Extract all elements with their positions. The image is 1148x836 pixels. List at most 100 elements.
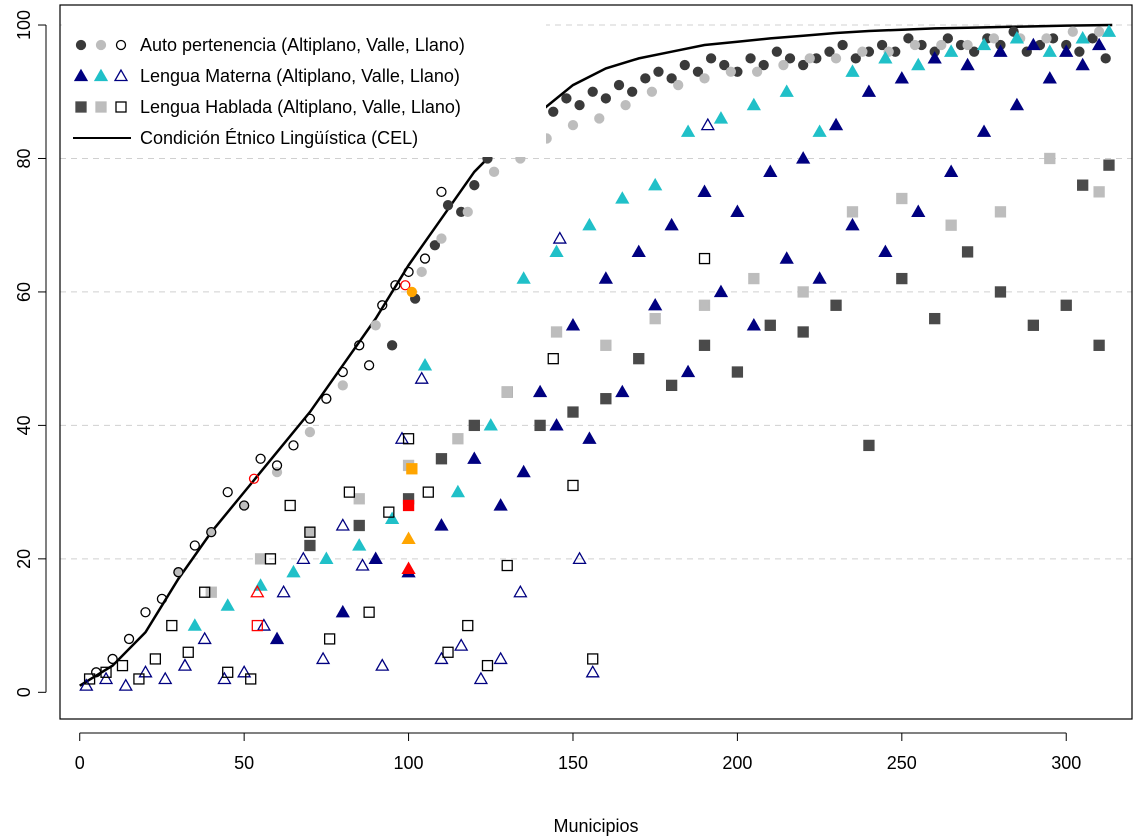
point — [664, 217, 679, 231]
point — [1067, 26, 1078, 37]
point — [513, 584, 528, 598]
series-12-highlight — [401, 561, 416, 575]
point — [911, 57, 926, 71]
point — [304, 413, 316, 424]
point — [673, 79, 684, 91]
point — [779, 84, 794, 97]
point — [615, 384, 630, 398]
point — [598, 271, 613, 284]
point — [304, 526, 316, 538]
point — [567, 479, 579, 492]
point — [587, 86, 598, 97]
series-7-lengua-hablada-valle — [205, 152, 1105, 598]
point — [680, 124, 696, 137]
point — [648, 177, 663, 191]
legend-marker-0-1 — [95, 39, 107, 51]
point — [473, 671, 489, 685]
point — [666, 73, 677, 84]
point — [778, 59, 789, 71]
point — [206, 527, 217, 538]
point — [633, 353, 645, 365]
point — [304, 539, 316, 552]
point — [878, 51, 893, 64]
point — [698, 252, 711, 265]
point — [758, 59, 769, 71]
point — [699, 73, 710, 84]
point — [107, 653, 118, 665]
point — [501, 386, 513, 398]
point — [1075, 57, 1090, 71]
point — [561, 93, 572, 104]
point — [798, 59, 809, 71]
point — [1026, 37, 1041, 51]
y-tick-label-60: 60 — [14, 282, 34, 302]
series-15-highlight — [401, 531, 416, 544]
point — [582, 217, 597, 231]
y-tick-label-40: 40 — [14, 415, 34, 435]
series-9-highlight — [248, 280, 411, 484]
point — [894, 71, 909, 84]
point — [705, 53, 717, 64]
point — [779, 251, 794, 264]
point — [288, 440, 299, 451]
point — [976, 124, 992, 137]
point — [454, 638, 469, 651]
point — [936, 39, 947, 51]
point — [731, 366, 744, 378]
point — [1042, 71, 1057, 84]
point — [680, 364, 696, 378]
point — [177, 658, 193, 671]
point — [363, 606, 375, 618]
point — [264, 553, 277, 565]
point — [534, 419, 546, 432]
legend-label-0: Auto pertenencia (Altiplano, Valle, Llan… — [140, 35, 465, 55]
point — [516, 271, 531, 284]
point — [942, 33, 954, 44]
point — [481, 659, 494, 672]
point — [386, 340, 398, 351]
cel-line — [79, 23, 1113, 687]
point — [763, 164, 778, 177]
point — [615, 191, 630, 204]
x-tick-label-0: 0 — [75, 753, 85, 773]
point — [429, 240, 441, 251]
point — [804, 53, 815, 64]
point — [377, 300, 388, 311]
x-axis-title: Municipios — [553, 816, 638, 836]
point — [993, 44, 1008, 57]
point — [434, 651, 449, 665]
point — [417, 358, 433, 371]
point — [217, 671, 232, 685]
point — [549, 418, 564, 431]
legend-marker-0-0 — [75, 39, 87, 51]
point — [988, 33, 1000, 44]
point — [406, 463, 418, 475]
legend-marker-1-2 — [113, 68, 129, 82]
point — [896, 192, 908, 205]
point — [962, 39, 973, 51]
point — [845, 64, 860, 77]
point — [1009, 31, 1025, 44]
point — [745, 53, 756, 64]
series-3-lengua-materna-altiplano — [269, 37, 1107, 645]
point — [118, 678, 133, 691]
point — [383, 506, 395, 518]
point — [315, 651, 331, 665]
point — [368, 551, 383, 565]
point — [355, 558, 370, 571]
point — [771, 46, 783, 57]
point — [1060, 299, 1072, 311]
y-tick-label-20: 20 — [14, 549, 34, 569]
point — [646, 86, 658, 97]
point — [863, 439, 875, 452]
point — [713, 111, 729, 124]
point — [547, 353, 559, 365]
point — [797, 286, 809, 298]
point — [434, 518, 449, 531]
point — [98, 671, 114, 685]
point — [220, 598, 235, 611]
point — [248, 473, 260, 484]
point — [751, 66, 763, 77]
point — [574, 99, 585, 111]
point — [640, 73, 651, 84]
